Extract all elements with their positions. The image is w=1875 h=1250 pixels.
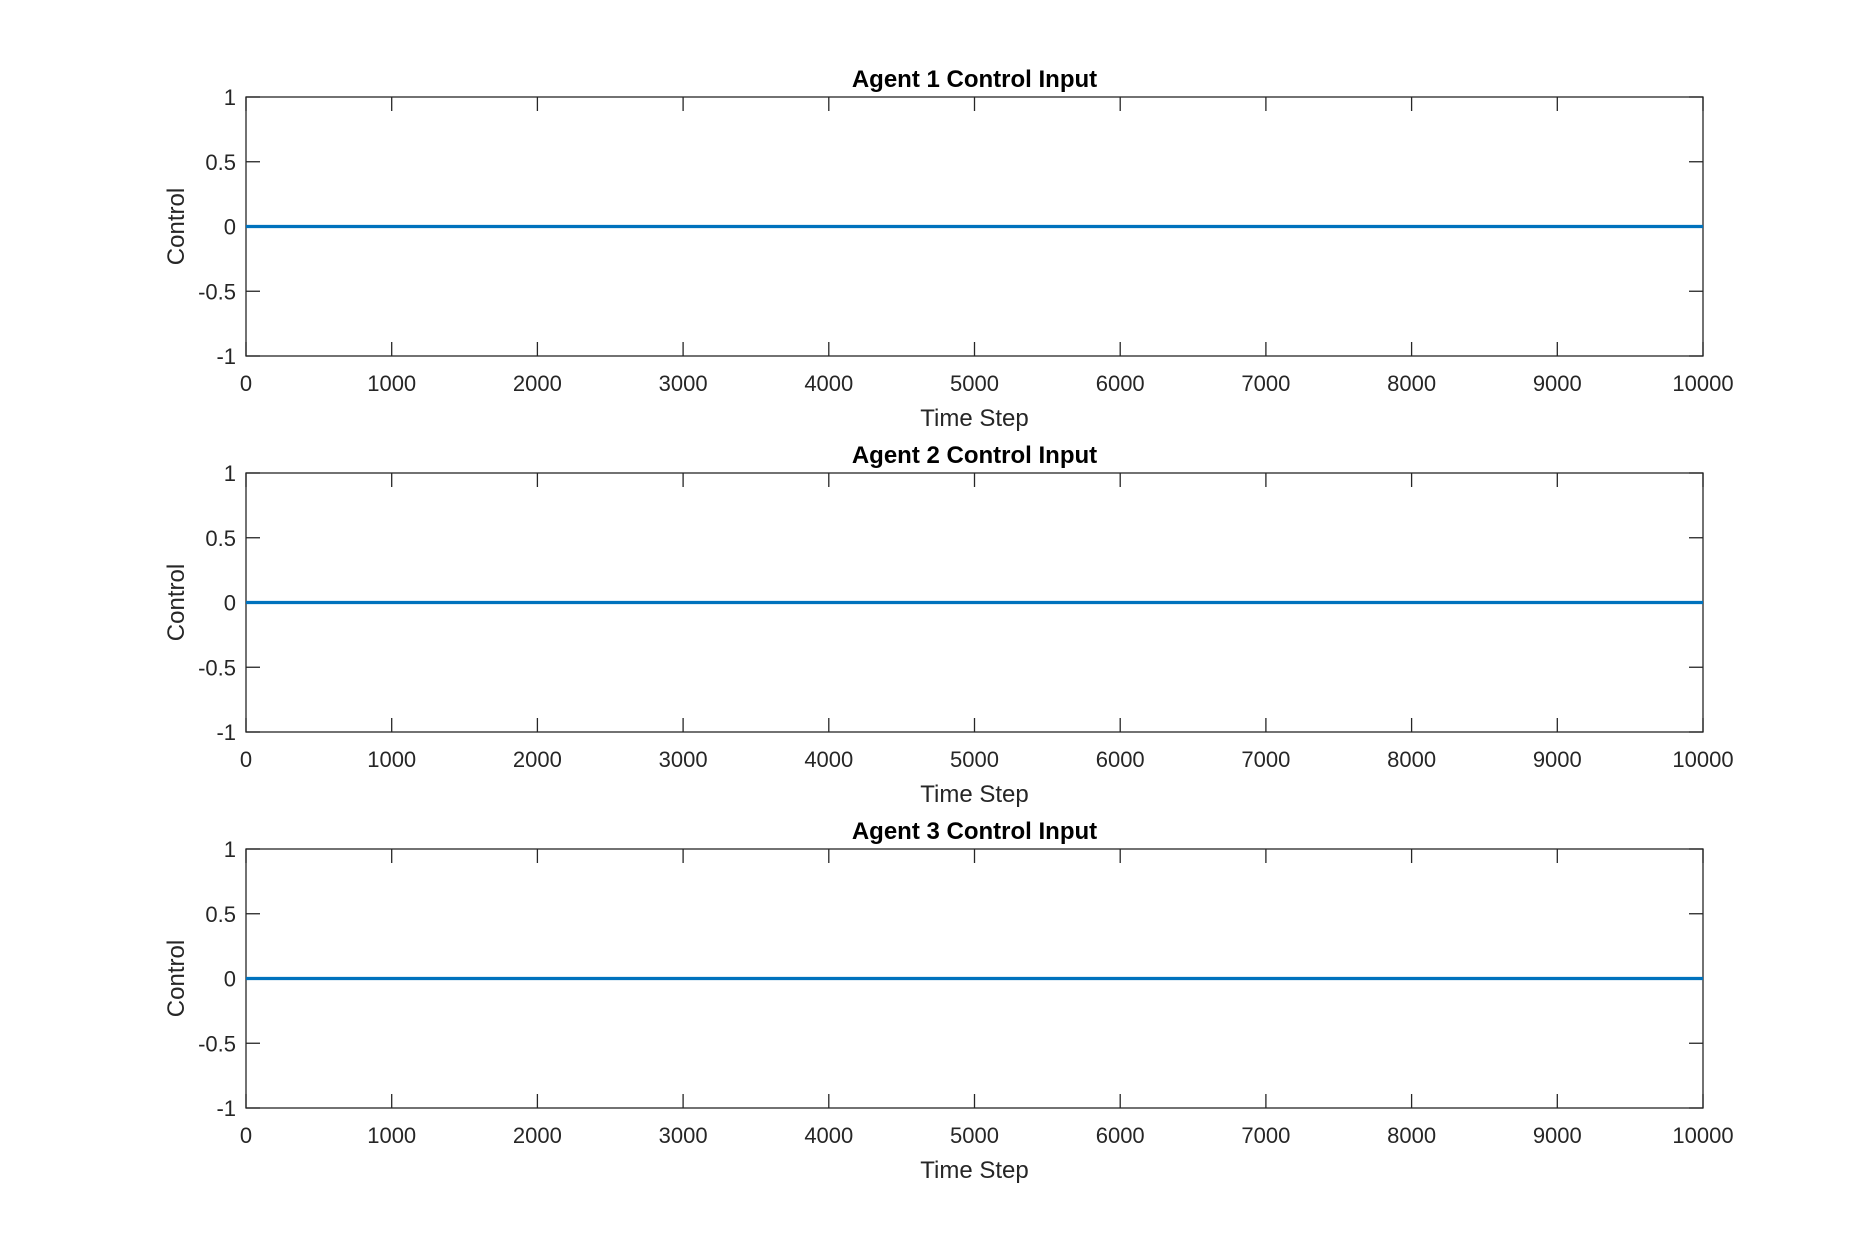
x-axis-label: Time Step: [920, 781, 1028, 808]
x-tick-label: 8000: [1387, 1123, 1436, 1148]
x-tick-label: 1000: [367, 1123, 416, 1148]
x-axis-label: Time Step: [920, 1157, 1028, 1184]
x-tick-label: 2000: [513, 747, 562, 772]
x-tick-label: 5000: [950, 1123, 999, 1148]
y-axis-label: Control: [163, 188, 190, 265]
x-tick-label: 4000: [804, 747, 853, 772]
y-tick-label: -0.5: [198, 1031, 236, 1056]
chart-panel-2: 0 1000 2000 3000 4000 5000 6000 7000 8000 9000 100…: [163, 442, 1734, 808]
y-tick-label: -0.5: [198, 279, 236, 304]
x-tick-label: 0: [240, 1123, 252, 1148]
y-tick-label: 0.5: [205, 150, 236, 175]
y-tick-label: 1: [224, 837, 236, 862]
x-tick-label: 6000: [1096, 371, 1145, 396]
y-tick-label: -1: [216, 720, 236, 745]
x-tick-label: 3000: [659, 1123, 708, 1148]
x-tick-label: 4000: [804, 1123, 853, 1148]
x-tick-label: 4000: [804, 371, 853, 396]
x-tick-label: 6000: [1096, 747, 1145, 772]
chart-title: Agent 1 Control Input: [852, 66, 1097, 93]
x-tick-label: 3000: [659, 747, 708, 772]
y-tick-label: -1: [216, 1096, 236, 1121]
x-tick-label: 9000: [1533, 371, 1582, 396]
x-tick-label: 10000: [1672, 371, 1733, 396]
chart-panel-3: 0 1000 2000 3000 4000 5000 6000 7000 8000 9000 100…: [163, 818, 1734, 1184]
x-tick-label: 7000: [1241, 371, 1290, 396]
x-tick-label: 1000: [367, 371, 416, 396]
y-tick-label: 0: [224, 591, 236, 616]
y-tick-label: 1: [224, 461, 236, 486]
y-axis-label: Control: [163, 564, 190, 641]
y-tick-label: 0: [224, 967, 236, 992]
x-tick-label: 8000: [1387, 371, 1436, 396]
y-tick-label: 0.5: [205, 526, 236, 551]
x-axis-label: Time Step: [920, 405, 1028, 432]
x-tick-label: 3000: [659, 371, 708, 396]
y-tick-label: 0.5: [205, 902, 236, 927]
x-tick-label: 5000: [950, 747, 999, 772]
x-tick-label: 2000: [513, 1123, 562, 1148]
y-tick-label: 1: [224, 85, 236, 110]
x-tick-label: 8000: [1387, 747, 1436, 772]
x-tick-label: 6000: [1096, 1123, 1145, 1148]
chart-panel-1: 0 1000 2000 3000 4000 5000 6000 7000 8000 9000 100…: [163, 66, 1734, 432]
y-tick-label: -0.5: [198, 655, 236, 680]
x-tick-label: 0: [240, 371, 252, 396]
y-axis-label: Control: [163, 940, 190, 1017]
y-tick-label: 0: [224, 215, 236, 240]
x-tick-label: 5000: [950, 371, 999, 396]
x-tick-label: 9000: [1533, 747, 1582, 772]
x-tick-label: 7000: [1241, 1123, 1290, 1148]
x-tick-label: 9000: [1533, 1123, 1582, 1148]
x-tick-label: 0: [240, 747, 252, 772]
x-tick-label: 7000: [1241, 747, 1290, 772]
chart-title: Agent 2 Control Input: [852, 442, 1097, 469]
x-tick-label: 1000: [367, 747, 416, 772]
x-tick-label: 2000: [513, 371, 562, 396]
chart-title: Agent 3 Control Input: [852, 818, 1097, 845]
x-tick-label: 10000: [1672, 1123, 1733, 1148]
y-tick-label: -1: [216, 344, 236, 369]
x-tick-label: 10000: [1672, 747, 1733, 772]
